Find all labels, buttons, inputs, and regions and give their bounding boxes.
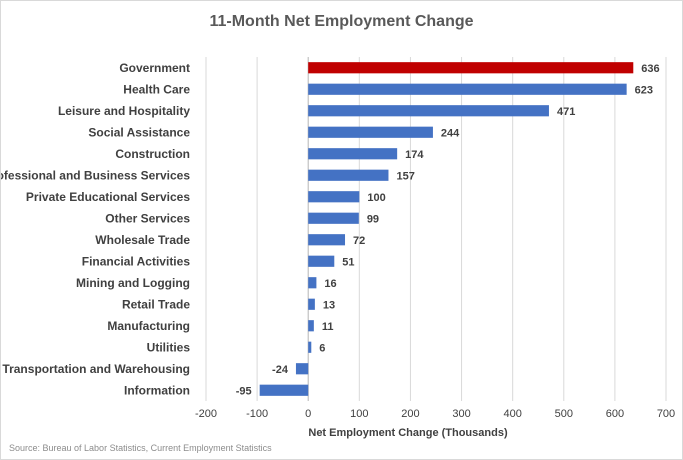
bar-5 [308, 169, 389, 181]
x-axis-title: Net Employment Change (Thousands) [308, 427, 508, 439]
value-label-12: 11 [322, 321, 334, 333]
bar-15 [259, 384, 309, 396]
bar-2 [308, 105, 549, 117]
value-label-15: -95 [236, 385, 252, 397]
category-label-5: Professional and Business Services [1, 168, 190, 182]
x-tick-label-6: 400 [503, 408, 521, 420]
bar-14 [295, 363, 309, 375]
value-label-1: 623 [635, 84, 653, 96]
value-label-0: 636 [641, 63, 659, 75]
value-label-4: 174 [405, 149, 424, 161]
bar-6 [308, 191, 360, 203]
category-label-4: Construction [115, 147, 190, 161]
category-label-3: Social Assistance [88, 125, 190, 139]
bar-8 [308, 234, 346, 246]
x-tick-label-7: 500 [555, 408, 573, 420]
bar-13 [308, 341, 312, 353]
bar-11 [308, 298, 315, 310]
category-label-2: Leisure and Hospitality [58, 104, 190, 118]
x-tick-label-8: 600 [606, 408, 624, 420]
category-label-1: Health Care [123, 82, 190, 96]
bar-9 [308, 255, 335, 267]
x-tick-label-9: 700 [657, 408, 675, 420]
value-label-8: 72 [353, 235, 365, 247]
category-label-12: Manufacturing [107, 319, 190, 333]
category-label-10: Mining and Logging [76, 276, 190, 290]
category-label-8: Wholesale Trade [95, 233, 190, 247]
bar-0 [308, 62, 634, 74]
category-label-15: Information [124, 383, 190, 397]
x-tick-label-0: -200 [195, 408, 217, 420]
bar-chart-plot: Government 636 Health Care 623 Leisure and H… [1, 57, 675, 420]
value-label-7: 99 [367, 213, 379, 225]
category-label-13: Utilities [147, 340, 191, 354]
value-label-14: -24 [272, 364, 289, 376]
value-label-11: 13 [323, 299, 335, 311]
value-label-3: 244 [441, 127, 460, 139]
x-tick-label-5: 300 [452, 408, 470, 420]
value-label-10: 16 [324, 278, 336, 290]
value-label-9: 51 [342, 256, 354, 268]
x-tick-label-4: 200 [401, 408, 419, 420]
category-label-7: Other Services [105, 211, 190, 225]
value-label-6: 100 [367, 192, 385, 204]
bar-7 [308, 212, 359, 224]
x-tick-label-1: -100 [246, 408, 268, 420]
category-label-0: Government [119, 61, 190, 75]
value-label-5: 157 [396, 170, 414, 182]
bar-3 [308, 126, 433, 138]
source-note: Source: Bureau of Labor Statistics, Curr… [9, 443, 272, 453]
category-label-9: Financial Activities [82, 254, 191, 268]
value-label-2: 471 [557, 106, 575, 118]
x-tick-label-2: 0 [305, 408, 311, 420]
bar-12 [308, 320, 314, 332]
value-label-13: 6 [319, 342, 325, 354]
bar-10 [308, 277, 317, 289]
x-tick-label-3: 100 [350, 408, 368, 420]
bar-4 [308, 148, 398, 160]
category-label-14: Transportation and Warehousing [2, 362, 190, 376]
category-label-6: Private Educational Services [26, 190, 190, 204]
bar-1 [308, 83, 627, 95]
chart-title: 11-Month Net Employment Change [209, 13, 474, 30]
category-label-11: Retail Trade [122, 297, 190, 311]
